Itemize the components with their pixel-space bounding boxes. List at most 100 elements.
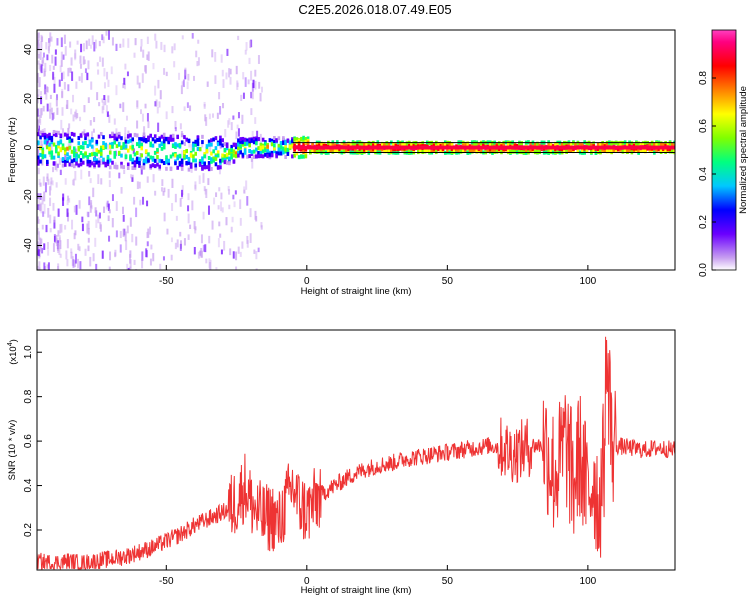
spectrogram-noise-cell: [60, 119, 63, 130]
spectrogram-band-cell: [266, 154, 269, 159]
spectrogram-noise-cell: [59, 65, 62, 73]
x-tick-label: -50: [159, 576, 174, 587]
spectrogram-band-cell: [70, 159, 74, 164]
spectrogram-noise-cell: [45, 224, 48, 233]
spectrogram-band-cell: [554, 141, 557, 146]
spectrogram-noise-cell: [127, 38, 130, 48]
spectrogram-noise-cell: [208, 113, 211, 120]
spectrogram-noise-cell: [108, 171, 111, 178]
spectrogram-band-cell: [117, 141, 121, 146]
spectrogram-noise-cell: [74, 53, 77, 61]
spectrogram-noise-cell: [39, 202, 42, 211]
spectrogram-band-cell: [623, 148, 627, 153]
spectrogram-noise-cell: [239, 199, 242, 209]
spectrogram-band-cell: [81, 141, 85, 146]
spectrogram-band-cell: [279, 145, 283, 150]
spectrogram-band-cell: [75, 157, 78, 162]
spectrogram-band-cell: [264, 141, 267, 146]
spectrogram-band-cell: [88, 152, 92, 157]
spectrogram-band-cell: [77, 147, 81, 152]
spectrogram-band-cell: [41, 155, 45, 160]
spectrogram-noise-cell: [194, 181, 197, 191]
spectrogram-band-cell: [421, 141, 425, 146]
spectrogram-noise-cell: [152, 174, 155, 183]
spectrogram-noise-cell: [163, 212, 166, 222]
spectrogram-band-cell: [637, 141, 640, 146]
spectrogram-noise-cell: [236, 124, 239, 129]
spectrogram-band-cell: [601, 143, 604, 148]
spectrogram-noise-cell: [37, 54, 40, 59]
spectrogram-band-cell: [176, 135, 180, 140]
spectrogram-noise-cell: [78, 76, 81, 82]
spectrogram-noise-cell: [255, 268, 258, 270]
spectrogram-band-cell: [630, 141, 634, 146]
spectrogram-band-cell: [225, 155, 229, 160]
spectrogram-band-cell: [93, 163, 96, 168]
spectrogram-band-cell: [106, 159, 110, 164]
spectrogram-band-cell: [153, 164, 157, 169]
spectrogram-noise-cell: [140, 109, 143, 115]
spectrogram-noise-cell: [108, 179, 111, 188]
spectrogram-noise-cell: [37, 265, 40, 270]
spectrogram-noise-cell: [83, 105, 86, 113]
spectrogram-noise-cell: [219, 106, 222, 115]
spectrogram-band-cell: [401, 141, 404, 146]
spectrogram-noise-cell: [97, 174, 100, 184]
spectrogram-noise-cell: [89, 205, 92, 213]
spectrogram-band-cell: [176, 143, 180, 148]
spectrogram-noise-cell: [119, 244, 122, 253]
spectrogram-noise-cell: [165, 71, 168, 77]
spectrogram-noise-cell: [43, 89, 46, 95]
spectrogram-band-cell: [52, 132, 56, 137]
spectrogram-band-cell: [117, 150, 121, 155]
spectrogram-band-cell: [142, 158, 146, 163]
spectrogram-noise-cell: [126, 263, 129, 270]
spectrogram-band-cell: [486, 147, 490, 152]
spectrogram-band-cell: [160, 159, 164, 164]
spectrogram-band-cell: [75, 161, 78, 166]
spectrogram-noise-cell: [197, 251, 200, 259]
spectrogram-band-cell: [392, 141, 395, 146]
spectrogram-band-cell: [650, 148, 654, 153]
spectrogram-noise-cell: [132, 148, 135, 154]
spectrogram-band-cell: [142, 161, 146, 166]
spectrogram-band-cell: [140, 146, 144, 151]
spectrogram-noise-cell: [230, 122, 233, 131]
spectrogram-band-cell: [68, 139, 72, 144]
spectrogram-noise-cell: [39, 242, 42, 252]
spectrogram-noise-cell: [194, 184, 197, 189]
spectrogram-band-cell: [41, 152, 45, 157]
spectrogram-noise-cell: [218, 164, 221, 175]
spectrogram-noise-cell: [107, 215, 110, 222]
spectrogram-band-cell: [329, 148, 332, 153]
spectrogram-band-cell: [547, 149, 550, 154]
spectrogram-noise-cell: [243, 189, 246, 194]
spectrogram-noise-cell: [181, 150, 184, 159]
spectrogram-band-cell: [115, 137, 119, 142]
spectrogram-band-cell: [214, 162, 218, 167]
spectrogram-band-cell: [246, 138, 249, 143]
spectrogram-noise-cell: [191, 33, 194, 39]
spectrogram-band-cell: [207, 167, 211, 172]
spectrogram-band-cell: [628, 147, 631, 152]
spectrogram-noise-cell: [37, 40, 40, 50]
spectrogram-band-cell: [466, 141, 470, 146]
spectrogram-band-cell: [248, 149, 251, 154]
spectrogram-band-cell: [203, 161, 206, 166]
spectrogram-noise-cell: [50, 142, 53, 153]
spectrogram-noise-cell: [39, 118, 42, 125]
spectrogram-band-cell: [126, 162, 130, 167]
spectrogram-band-cell: [230, 155, 233, 160]
spectrogram-noise-cell: [215, 267, 218, 270]
spectrogram-band-cell: [70, 131, 74, 136]
spectrogram-noise-cell: [237, 128, 240, 137]
spectrogram-band-cell: [156, 154, 159, 159]
spectrogram-noise-cell: [38, 115, 41, 124]
spectrogram-noise-cell: [108, 114, 111, 123]
spectrogram-band-cell: [614, 148, 618, 153]
spectrogram-band-cell: [43, 154, 47, 159]
spectrogram-noise-cell: [175, 215, 178, 221]
spectrogram-band-cell: [207, 156, 211, 161]
spectrogram-noise-cell: [65, 104, 68, 109]
spectrogram-noise-cell: [83, 129, 86, 134]
